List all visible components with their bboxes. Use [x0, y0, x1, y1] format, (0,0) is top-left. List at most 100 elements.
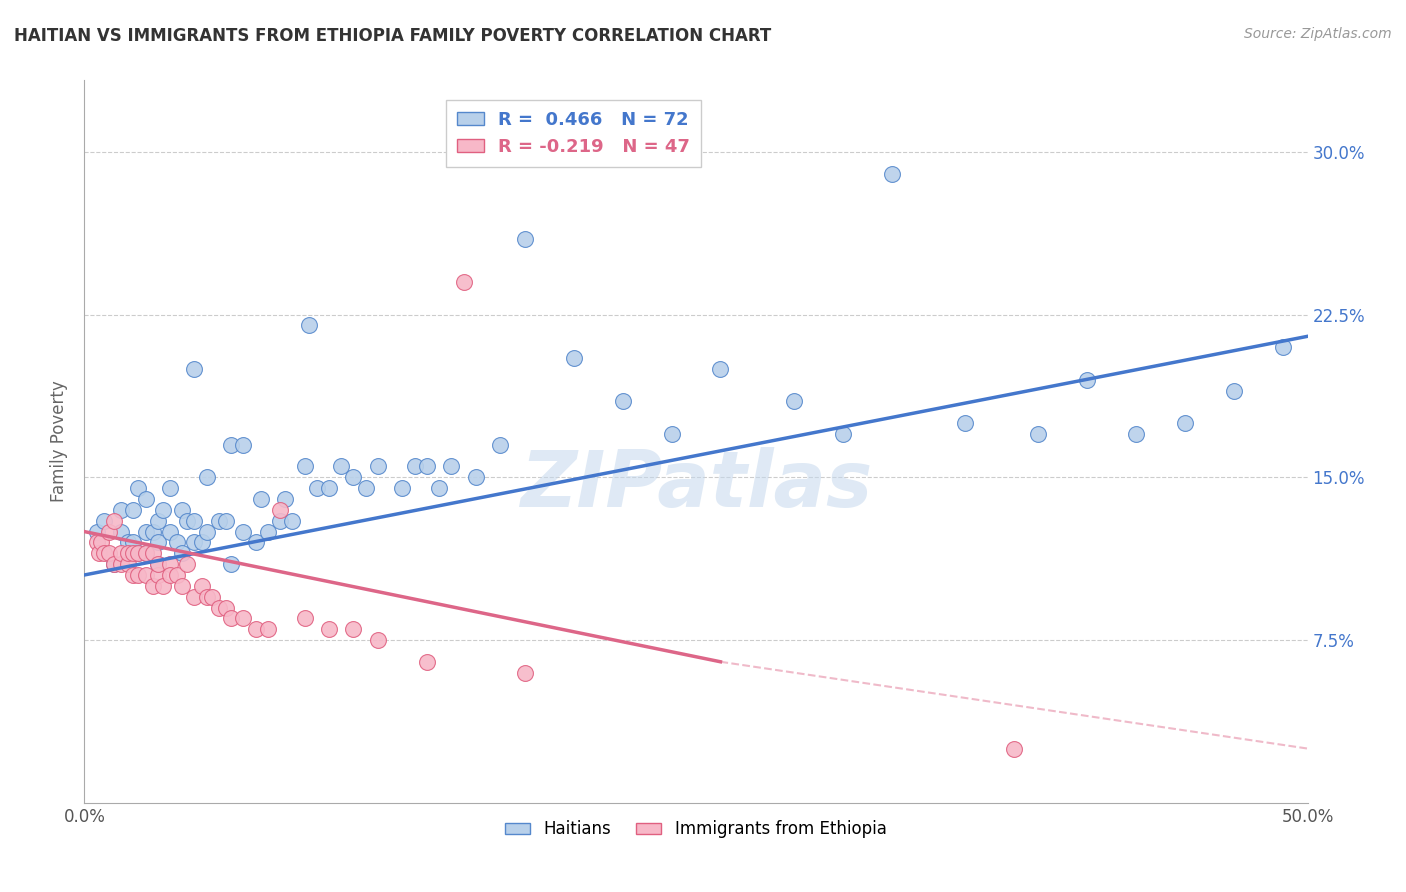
- Point: [281, 514, 304, 528]
- Text: HAITIAN VS IMMIGRANTS FROM ETHIOPIA FAMILY POVERTY CORRELATION CHART: HAITIAN VS IMMIGRANTS FROM ETHIOPIA FAMI…: [14, 27, 772, 45]
- Point: [122, 546, 145, 560]
- Point: [90, 535, 112, 549]
- Point: [612, 394, 634, 409]
- Point: [135, 568, 157, 582]
- Point: [219, 438, 242, 452]
- Point: [245, 622, 267, 636]
- Point: [146, 535, 169, 549]
- Point: [135, 491, 157, 506]
- Point: [86, 524, 108, 539]
- Point: [342, 470, 364, 484]
- Point: [135, 524, 157, 539]
- Point: [249, 491, 271, 506]
- Point: [93, 546, 115, 560]
- Point: [127, 568, 149, 582]
- Point: [318, 481, 340, 495]
- Point: [103, 557, 125, 571]
- Point: [103, 514, 125, 528]
- Point: [166, 568, 188, 582]
- Point: [159, 481, 181, 495]
- Point: [880, 167, 903, 181]
- Point: [127, 546, 149, 560]
- Point: [1272, 340, 1295, 354]
- Point: [152, 579, 174, 593]
- Point: [122, 503, 145, 517]
- Point: [195, 470, 218, 484]
- Point: [142, 579, 165, 593]
- Point: [191, 579, 214, 593]
- Point: [342, 622, 364, 636]
- Point: [1028, 426, 1050, 441]
- Point: [142, 524, 165, 539]
- Point: [176, 557, 198, 571]
- Point: [245, 535, 267, 549]
- Point: [159, 568, 181, 582]
- Point: [1125, 426, 1147, 441]
- Point: [208, 600, 231, 615]
- Point: [117, 535, 139, 549]
- Point: [142, 546, 165, 560]
- Y-axis label: Family Poverty: Family Poverty: [51, 381, 69, 502]
- Point: [110, 546, 132, 560]
- Point: [831, 426, 853, 441]
- Point: [661, 426, 683, 441]
- Point: [269, 514, 291, 528]
- Point: [172, 503, 194, 517]
- Point: [166, 535, 188, 549]
- Point: [135, 546, 157, 560]
- Text: Source: ZipAtlas.com: Source: ZipAtlas.com: [1244, 27, 1392, 41]
- Point: [122, 535, 145, 549]
- Point: [427, 481, 450, 495]
- Point: [219, 611, 242, 625]
- Point: [86, 535, 108, 549]
- Point: [135, 546, 157, 560]
- Point: [215, 600, 238, 615]
- Point: [709, 362, 731, 376]
- Point: [183, 590, 205, 604]
- Point: [783, 394, 806, 409]
- Point: [330, 459, 353, 474]
- Point: [318, 622, 340, 636]
- Point: [416, 459, 439, 474]
- Point: [1076, 373, 1098, 387]
- Point: [146, 557, 169, 571]
- Point: [122, 568, 145, 582]
- Point: [215, 514, 238, 528]
- Point: [146, 557, 169, 571]
- Point: [87, 546, 110, 560]
- Point: [97, 524, 120, 539]
- Point: [183, 362, 205, 376]
- Point: [146, 568, 169, 582]
- Point: [298, 318, 321, 333]
- Point: [200, 590, 222, 604]
- Point: [1223, 384, 1246, 398]
- Point: [453, 275, 475, 289]
- Point: [1002, 741, 1025, 756]
- Point: [159, 524, 181, 539]
- Point: [367, 633, 389, 648]
- Point: [97, 546, 120, 560]
- Point: [294, 459, 316, 474]
- Point: [110, 524, 132, 539]
- Point: [257, 524, 280, 539]
- Point: [391, 481, 413, 495]
- Point: [93, 514, 115, 528]
- Point: [110, 557, 132, 571]
- Legend: Haitians, Immigrants from Ethiopia: Haitians, Immigrants from Ethiopia: [499, 814, 893, 845]
- Point: [172, 546, 194, 560]
- Point: [219, 557, 242, 571]
- Point: [464, 470, 486, 484]
- Point: [232, 611, 254, 625]
- Point: [127, 481, 149, 495]
- Point: [127, 546, 149, 560]
- Point: [305, 481, 328, 495]
- Point: [562, 351, 585, 365]
- Point: [110, 503, 132, 517]
- Point: [274, 491, 297, 506]
- Point: [152, 503, 174, 517]
- Point: [1174, 416, 1197, 430]
- Point: [367, 459, 389, 474]
- Point: [513, 232, 536, 246]
- Point: [176, 514, 198, 528]
- Point: [489, 438, 512, 452]
